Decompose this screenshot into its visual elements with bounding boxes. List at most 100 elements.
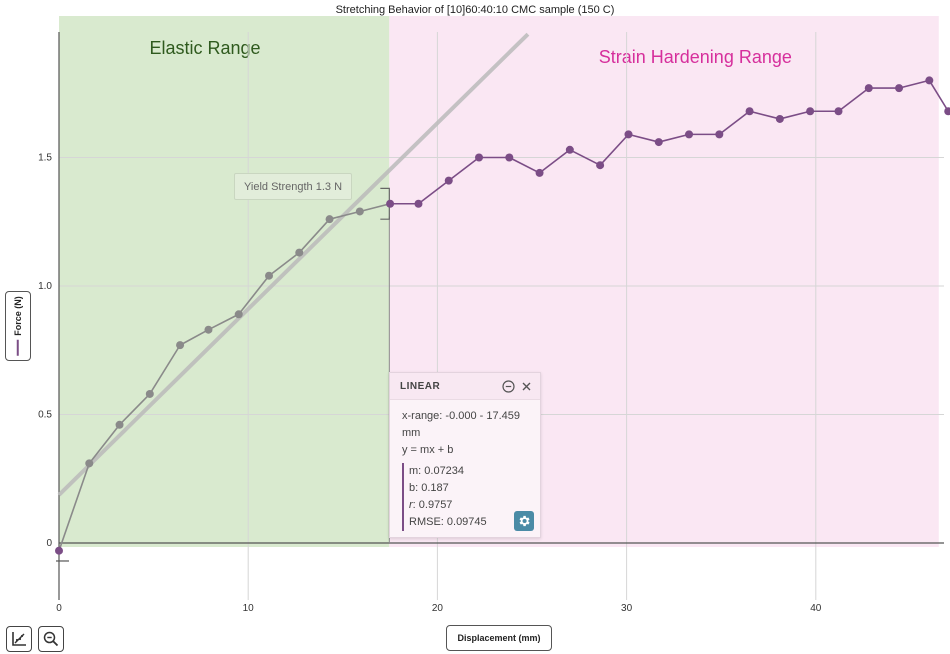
zoom-out-button[interactable] <box>38 626 64 652</box>
fit-statistics: m: 0.07234 b: 0.187 r: 0.9757 RMSE: 0.09… <box>402 463 530 531</box>
data-point <box>775 114 784 123</box>
y-tick-label: 1.0 <box>38 281 52 292</box>
fit-correlation-symbol: r <box>409 499 413 511</box>
data-point <box>745 107 754 116</box>
data-point <box>176 341 185 350</box>
series-segment <box>329 210 361 220</box>
x-tick-label: 30 <box>621 603 633 614</box>
data-point <box>864 84 873 93</box>
series-segment <box>448 156 480 182</box>
series-segment <box>928 79 949 112</box>
fit-settings-button[interactable] <box>514 511 534 531</box>
data-point <box>895 84 904 93</box>
data-point <box>944 107 950 116</box>
series-segment <box>417 179 450 205</box>
y-tick-label: 0 <box>46 538 52 549</box>
x-axis-label-button[interactable]: Displacement (mm) <box>446 625 552 651</box>
y-axis-label-button[interactable]: Force (N) <box>5 291 31 361</box>
x-axis-label: Displacement (mm) <box>457 633 541 643</box>
series-segment <box>838 87 870 112</box>
y-tick-label: 1.5 <box>38 153 52 164</box>
data-point <box>115 420 124 429</box>
ticks-layer: 0 10 20 30 40 0 0.5 1.0 1.5 <box>38 153 822 615</box>
series-segment <box>599 133 630 166</box>
series-segment <box>749 110 781 120</box>
series-segment <box>268 251 300 277</box>
zoom-out-icon <box>43 631 59 647</box>
data-point <box>265 271 274 280</box>
fit-intercept: b: 0.187 <box>409 482 449 494</box>
minus-circle-icon[interactable] <box>502 379 515 393</box>
x-tick-label: 0 <box>56 603 62 614</box>
series-segment <box>658 133 690 143</box>
region-label-0: Elastic Range <box>149 38 260 58</box>
series-segment <box>149 344 181 395</box>
x-tick-label: 20 <box>432 603 444 614</box>
data-point <box>386 199 395 208</box>
fit-layer <box>57 32 530 497</box>
data-point <box>325 215 334 224</box>
graph-icon <box>12 632 26 646</box>
x-tick-label: 10 <box>243 603 255 614</box>
series-segment <box>118 393 151 426</box>
x-tick-label: 40 <box>810 603 822 614</box>
linear-panel-header: LINEAR <box>390 373 540 400</box>
series-swatch <box>17 339 20 356</box>
data-point <box>654 138 663 147</box>
series-segment <box>298 218 331 254</box>
data-point <box>355 207 364 216</box>
series-segment <box>508 156 540 174</box>
fit-correlation: r: 0.9757 <box>409 497 530 514</box>
data-point <box>204 325 213 334</box>
close-icon[interactable] <box>521 381 532 392</box>
data-point <box>596 161 605 170</box>
yield-strength-label[interactable]: Yield Strength 1.3 N <box>234 173 352 200</box>
series-segment <box>238 275 270 315</box>
data-point <box>295 248 304 257</box>
linear-panel-title: LINEAR <box>400 380 441 392</box>
fit-x-range: x-range: -0.000 - 17.459 <box>402 410 521 422</box>
data-point <box>834 107 843 116</box>
series-segment <box>58 463 91 551</box>
data-point <box>85 459 94 468</box>
series-segment <box>898 79 930 89</box>
data-point <box>565 145 574 154</box>
data-point <box>234 310 243 319</box>
fit-x-unit: mm <box>402 427 421 439</box>
linear-fit-panel[interactable]: LINEAR x-range: -0.000 - 17.459 mm y = m… <box>389 372 541 538</box>
data-point <box>444 176 453 185</box>
data-point <box>414 199 423 208</box>
series-segment <box>179 328 209 346</box>
series-segment <box>569 149 601 166</box>
gear-icon <box>519 515 530 527</box>
fit-line <box>57 32 530 497</box>
data-point <box>505 153 514 162</box>
series-segment <box>208 313 240 331</box>
y-axis-label: Force (N) <box>13 296 24 336</box>
chart-title: Stretching Behavior of [10]60:40:10 CMC … <box>335 4 615 16</box>
data-point <box>685 130 694 139</box>
y-tick-label: 0.5 <box>38 410 52 421</box>
series-segment <box>359 202 391 213</box>
data-point <box>624 130 633 139</box>
plot-area[interactable]: Elastic Range Strain Hardening Range 0 10 2… <box>0 0 950 620</box>
fit-equation: y = mx + b <box>402 444 454 456</box>
fit-rmse: RMSE: 0.09745 <box>409 516 487 528</box>
data-point <box>55 546 63 555</box>
series-segment <box>539 149 571 174</box>
series-segment <box>628 133 659 143</box>
data-point <box>715 130 724 139</box>
series-layer <box>55 76 950 555</box>
data-point <box>925 76 934 85</box>
series-segment <box>779 110 811 120</box>
region-0 <box>59 16 390 547</box>
fit-correlation-value: : 0.9757 <box>412 499 453 511</box>
graph-tool-button[interactable] <box>6 626 32 652</box>
data-point <box>475 153 484 162</box>
region-label-1: Strain Hardening Range <box>599 47 792 67</box>
data-point <box>806 107 815 116</box>
data-point <box>535 168 544 177</box>
data-point <box>145 389 154 398</box>
series-segment <box>88 424 121 464</box>
fit-slope: m: 0.07234 <box>409 465 465 477</box>
